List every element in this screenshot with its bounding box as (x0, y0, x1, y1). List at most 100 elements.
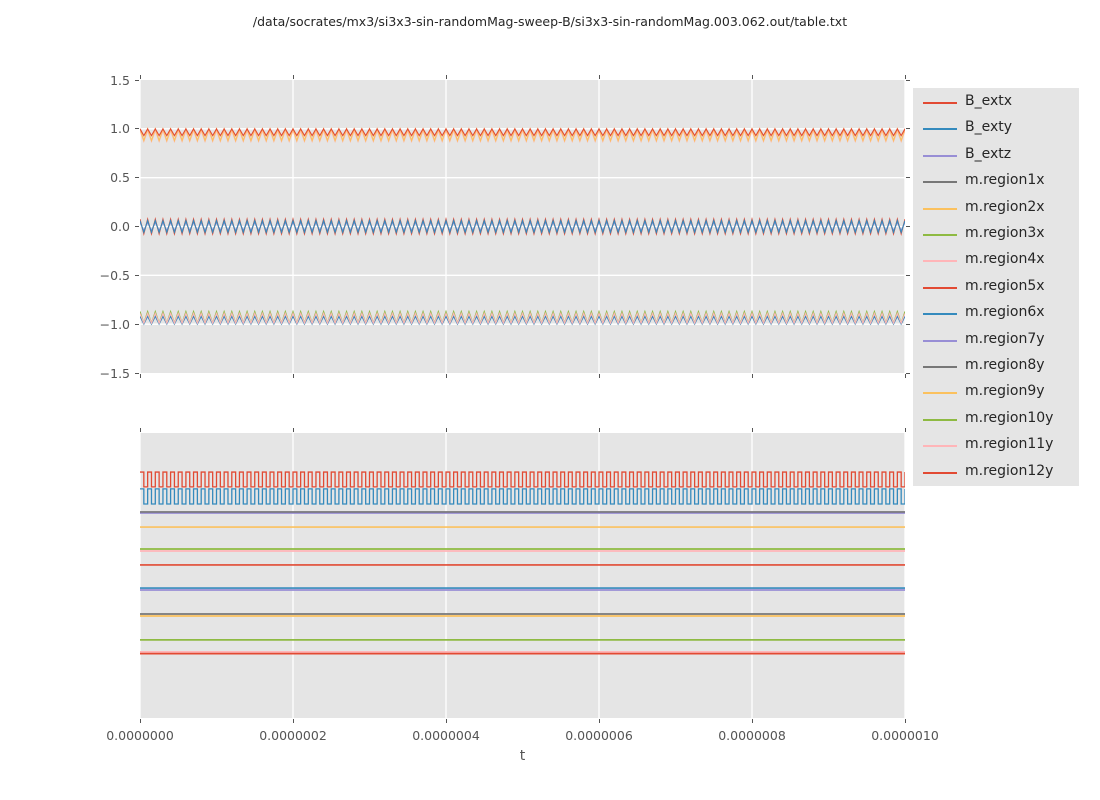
tick-mark (598, 374, 600, 378)
tick-mark (139, 374, 141, 378)
tick-mark (445, 719, 447, 723)
tick-mark (906, 323, 910, 325)
top-plot (140, 80, 905, 373)
tick-mark (904, 374, 906, 378)
legend-item-label: m.region12y (965, 462, 1054, 479)
tick-mark (292, 719, 294, 723)
tick-mark (904, 428, 906, 432)
legend-item-label: m.region11y (965, 436, 1054, 453)
tick-mark (906, 274, 910, 276)
legend-item: m.region1x (913, 169, 1079, 195)
tick-mark (292, 428, 294, 432)
tick-mark (135, 274, 139, 276)
tick-mark (445, 75, 447, 79)
legend-item: B_exty (913, 116, 1079, 142)
tick-mark (139, 428, 141, 432)
legend-item-label: B_exty (965, 119, 1013, 136)
tick-mark (751, 428, 753, 432)
tick-mark (135, 128, 139, 130)
y-tick-label: −1.5 (99, 365, 130, 381)
legend-line-sample (923, 313, 957, 316)
figure-title: /data/socrates/mx3/si3x3-sin-randomMag-s… (252, 14, 848, 29)
legend-item: B_extx (913, 90, 1079, 116)
legend-item: m.region11y (913, 433, 1079, 459)
x-tick-label: 0.0000010 (871, 728, 939, 743)
legend-item-label: m.region2x (965, 198, 1045, 215)
tick-mark (445, 428, 447, 432)
legend-item-label: m.region3x (965, 225, 1045, 241)
tick-mark (135, 323, 139, 325)
legend-item-label: B_extz (965, 145, 1012, 162)
tick-mark (292, 374, 294, 378)
legend-item: m.region9y (913, 380, 1079, 406)
tick-mark (139, 719, 141, 723)
tick-mark (135, 79, 139, 81)
legend-item: m.region4x (913, 248, 1079, 274)
legend-item: m.region2x (913, 196, 1079, 222)
legend-item: m.region7y (913, 328, 1079, 354)
legend-line-sample (923, 128, 957, 131)
legend-line-sample (923, 286, 957, 289)
x-tick-label: 0.0000000 (106, 728, 174, 743)
legend-item-label: m.region9y (965, 383, 1045, 400)
legend-line-sample (923, 260, 957, 263)
legend-item: m.region10y (913, 407, 1079, 433)
legend-line-sample (923, 154, 957, 157)
tick-mark (906, 79, 910, 81)
y-tick-label: 1.5 (110, 72, 130, 88)
legend-item-label: m.region10y (965, 409, 1054, 426)
y-tick-label: 0.0 (110, 219, 130, 234)
legend-item-label: m.region6x (965, 304, 1045, 321)
y-tick-label: −1.0 (99, 316, 130, 332)
legend-item-label: m.region8y (965, 357, 1045, 373)
tick-mark (135, 226, 139, 227)
legend-item-label: m.region7y (965, 330, 1045, 347)
tick-mark (751, 75, 753, 79)
tick-mark (904, 719, 906, 723)
tick-mark (139, 75, 141, 79)
legend-line-sample (923, 392, 957, 395)
legend-line-sample (923, 339, 957, 342)
legend-line-sample (923, 102, 957, 104)
tick-mark (906, 372, 910, 374)
legend: B_extx B_exty B_extz m.region1x m.region2x m.… (913, 88, 1079, 486)
legend-line-sample (923, 366, 957, 368)
tick-mark (598, 719, 600, 723)
legend-line-sample (923, 181, 957, 184)
legend-line-sample (923, 471, 957, 474)
x-tick-label: 0.0000008 (718, 728, 786, 743)
tick-mark (751, 719, 753, 723)
tick-mark (906, 128, 910, 130)
top-plot-canvas (140, 80, 905, 373)
x-tick-label: 0.0000002 (259, 728, 327, 743)
y-tick-label: 0.5 (110, 170, 130, 186)
tick-mark (135, 372, 139, 374)
legend-item: B_extz (913, 143, 1079, 169)
x-tick-label: 0.0000004 (412, 728, 480, 743)
y-tick-label: 1.0 (110, 121, 130, 137)
tick-mark (598, 428, 600, 432)
bottom-plot (140, 433, 905, 718)
tick-mark (135, 177, 139, 179)
tick-mark (292, 75, 294, 79)
legend-item-label: m.region1x (965, 172, 1045, 189)
legend-line-sample (923, 418, 957, 421)
legend-line-sample (923, 445, 957, 448)
tick-mark (906, 177, 910, 179)
legend-item: m.region12y (913, 460, 1079, 486)
tick-mark (904, 75, 906, 79)
legend-item: m.region8y (913, 354, 1079, 380)
tick-mark (598, 75, 600, 79)
legend-item-label: m.region5x (965, 277, 1045, 294)
tick-mark (445, 374, 447, 378)
bottom-plot-canvas (140, 433, 905, 718)
legend-line-sample (923, 234, 957, 236)
legend-item-label: B_extx (965, 93, 1013, 109)
tick-mark (906, 226, 910, 227)
legend-item: m.region3x (913, 222, 1079, 248)
legend-line-sample (923, 207, 957, 210)
legend-item: m.region5x (913, 275, 1079, 301)
y-tick-label: −0.5 (99, 267, 130, 283)
x-tick-label: 0.0000006 (565, 728, 633, 743)
